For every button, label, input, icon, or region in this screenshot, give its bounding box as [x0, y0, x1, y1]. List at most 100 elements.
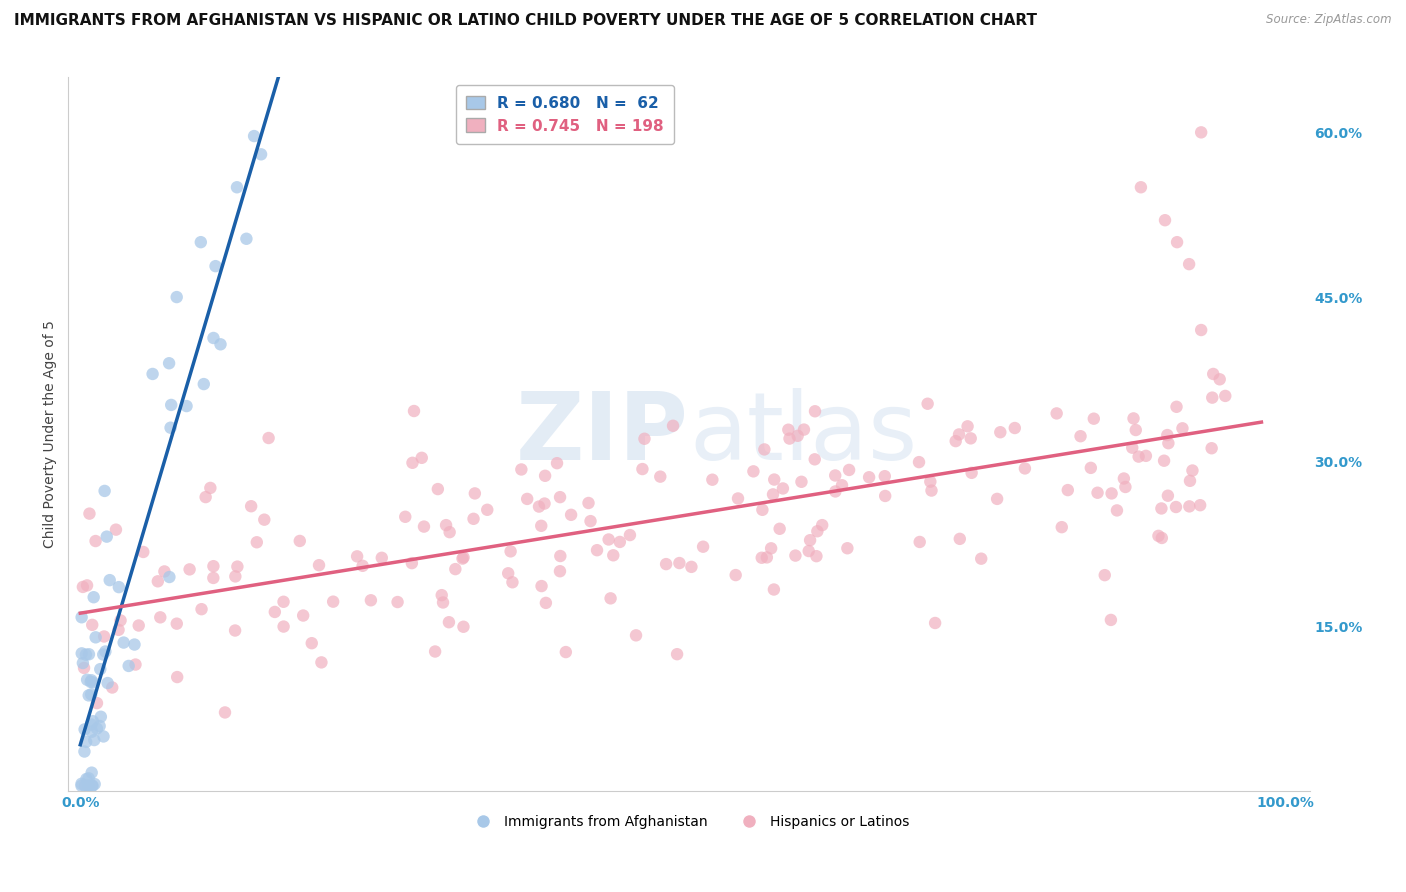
Point	[224, 569, 246, 583]
Point	[586, 543, 609, 558]
Point	[387, 595, 409, 609]
Point	[243, 129, 266, 144]
Point	[80, 724, 103, 739]
Point	[548, 490, 571, 504]
Point	[1014, 461, 1036, 475]
Point	[599, 591, 621, 606]
Point	[1209, 372, 1232, 386]
Point	[1157, 436, 1180, 450]
Point	[77, 779, 100, 793]
Point	[799, 533, 821, 548]
Point	[550, 549, 572, 563]
Point	[434, 518, 457, 533]
Point	[692, 540, 714, 554]
Point	[727, 491, 749, 506]
Point	[80, 765, 103, 780]
Point	[578, 496, 600, 510]
Point	[202, 331, 225, 345]
Point	[124, 657, 146, 672]
Point	[1129, 180, 1152, 194]
Point	[451, 551, 474, 566]
Text: atlas: atlas	[689, 388, 917, 481]
Point	[804, 404, 827, 418]
Point	[1153, 453, 1175, 467]
Point	[79, 507, 101, 521]
Point	[73, 779, 96, 793]
Point	[322, 595, 344, 609]
Point	[439, 525, 461, 540]
Point	[1157, 489, 1180, 503]
Point	[609, 535, 631, 549]
Point	[240, 500, 263, 514]
Point	[534, 468, 557, 483]
Point	[91, 648, 114, 662]
Point	[292, 608, 315, 623]
Point	[77, 647, 100, 661]
Point	[920, 475, 942, 489]
Point	[402, 404, 425, 418]
Point	[190, 235, 212, 249]
Point	[453, 620, 475, 634]
Point	[142, 367, 165, 381]
Point	[1189, 323, 1212, 337]
Point	[112, 635, 135, 649]
Point	[118, 659, 141, 673]
Point	[759, 541, 782, 556]
Point	[837, 541, 859, 556]
Point	[1156, 428, 1178, 442]
Point	[1087, 485, 1109, 500]
Point	[579, 514, 602, 528]
Point	[423, 644, 446, 658]
Point	[858, 470, 880, 484]
Point	[530, 518, 553, 533]
Point	[811, 518, 834, 533]
Point	[464, 486, 486, 500]
Point	[463, 512, 485, 526]
Point	[1166, 235, 1188, 249]
Point	[90, 710, 112, 724]
Point	[824, 468, 846, 483]
Point	[1181, 463, 1204, 477]
Point	[84, 630, 107, 644]
Point	[72, 580, 94, 594]
Point	[209, 337, 232, 351]
Point	[394, 509, 416, 524]
Point	[1189, 498, 1212, 512]
Point	[1004, 421, 1026, 435]
Point	[273, 595, 295, 609]
Point	[77, 779, 100, 793]
Point	[72, 656, 94, 670]
Point	[75, 772, 97, 786]
Point	[1201, 391, 1223, 405]
Point	[204, 259, 226, 273]
Point	[346, 549, 368, 564]
Point	[908, 455, 931, 469]
Point	[949, 532, 972, 546]
Point	[176, 399, 198, 413]
Point	[763, 473, 786, 487]
Point	[1178, 257, 1201, 271]
Point	[1083, 411, 1105, 425]
Point	[76, 673, 98, 687]
Point	[77, 689, 100, 703]
Point	[762, 487, 785, 501]
Text: Source: ZipAtlas.com: Source: ZipAtlas.com	[1267, 13, 1392, 27]
Point	[1147, 529, 1170, 543]
Point	[75, 648, 97, 662]
Point	[413, 519, 436, 533]
Point	[128, 618, 150, 632]
Point	[226, 559, 249, 574]
Point	[250, 147, 273, 161]
Point	[666, 647, 689, 661]
Point	[160, 398, 183, 412]
Point	[80, 675, 103, 690]
Point	[200, 481, 222, 495]
Point	[93, 630, 115, 644]
Point	[754, 442, 776, 457]
Point	[496, 566, 519, 581]
Point	[1046, 406, 1069, 420]
Point	[253, 513, 276, 527]
Point	[70, 610, 93, 624]
Point	[619, 528, 641, 542]
Point	[273, 619, 295, 633]
